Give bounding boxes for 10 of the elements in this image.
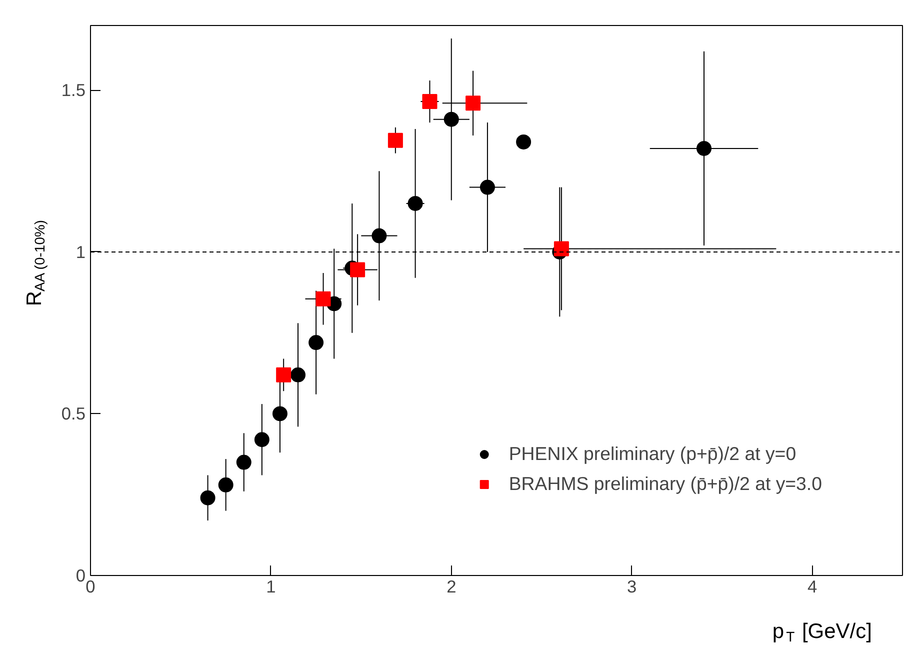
x-tick-label: 1 [266,576,276,596]
y-tick-label: 0.5 [61,404,86,424]
y-axis-title: RAA (0-10%) [23,220,48,306]
y-tick-label: 1.5 [61,80,86,100]
x-tick-label: 2 [446,576,456,596]
y-tick-label: 1 [76,242,86,262]
legend-label: BRAHMS preliminary (p̄+p̄)/2 at y=3.0 [508,473,822,495]
legend-label: PHENIX preliminary (p+p̄)/2 at y=0 [508,443,796,465]
x-tick-label: 4 [807,576,818,596]
x-tick-label: 3 [627,576,637,596]
